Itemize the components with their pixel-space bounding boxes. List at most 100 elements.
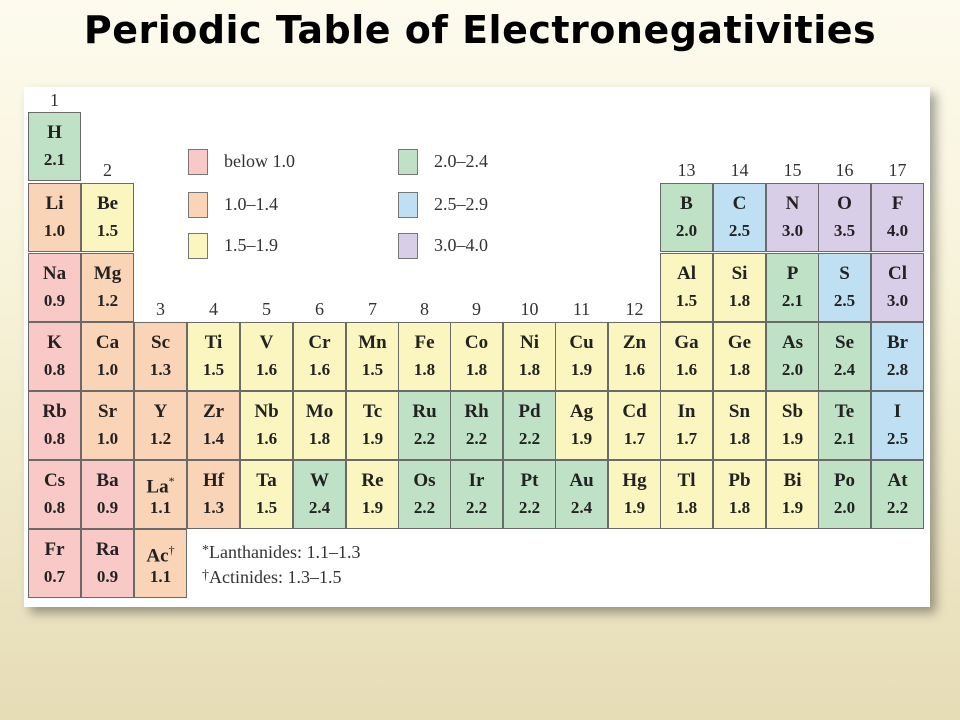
element-cell-na: Na 0.9 (28, 253, 81, 322)
element-symbol: Ra (95, 539, 120, 560)
electronegativity-value: 2.8 (886, 360, 909, 379)
electronegativity-value: 1.5 (96, 221, 119, 240)
electronegativity-value: 0.9 (96, 567, 119, 586)
group-number-1: 1 (50, 90, 59, 110)
legend-label: 2.0–2.4 (434, 151, 488, 171)
page-title: Periodic Table of Electronegativities (83, 8, 877, 52)
element-symbol: Zr (202, 401, 225, 422)
electronegativity-value: 1.6 (623, 360, 646, 379)
element-cell-sn: Sn 1.8 (713, 391, 766, 460)
group-number-4: 4 (209, 299, 218, 319)
element-symbol: Ag (569, 401, 594, 422)
element-symbol: H (47, 122, 62, 143)
element-symbol: Po (833, 470, 856, 491)
electronegativity-value: 1.8 (728, 498, 751, 517)
electronegativity-value: 2.5 (728, 221, 751, 240)
element-cell-ni: Ni 1.8 (503, 322, 556, 391)
group-number-14: 14 (730, 160, 749, 180)
element-cell-bi: Bi 1.9 (766, 460, 819, 529)
element-cell-sb: Sb 1.9 (766, 391, 819, 460)
element-symbol: As (781, 332, 804, 353)
element-symbol: Sn (728, 401, 751, 422)
electronegativity-value: 1.6 (255, 429, 278, 448)
element-cell-cs: Cs 0.8 (28, 460, 81, 529)
element-cell-zr: Zr 1.4 (187, 391, 240, 460)
legend-swatch (188, 149, 208, 175)
element-cell-ir: Ir 2.2 (450, 460, 503, 529)
element-symbol: Cd (622, 401, 647, 422)
electronegativity-value: 2.4 (308, 498, 331, 517)
element-cell-hg: Hg 1.9 (608, 460, 661, 529)
electronegativity-value: 2.2 (886, 498, 909, 517)
electronegativity-value: 2.2 (465, 498, 488, 517)
element-symbol: Pd (518, 401, 541, 422)
element-footnote-mark: * (168, 474, 175, 488)
electronegativity-value: 1.5 (202, 360, 225, 379)
element-cell-al: Al 1.5 (660, 253, 713, 322)
element-symbol: Rh (464, 401, 489, 422)
element-symbol: Mo (305, 401, 334, 422)
element-symbol: Co (464, 332, 489, 353)
element-cell-se: Se 2.4 (818, 322, 871, 391)
element-symbol: Sb (781, 401, 804, 422)
element-cell-te: Te 2.1 (818, 391, 871, 460)
element-cell-k: K 0.8 (28, 322, 81, 391)
electronegativity-value: 2.2 (413, 429, 436, 448)
element-symbol: V (259, 332, 274, 353)
element-symbol: Ti (204, 332, 223, 353)
element-cell-ga: Ga 1.6 (660, 322, 713, 391)
element-symbol: Cs (43, 470, 66, 491)
legend-label: 1.5–1.9 (224, 235, 278, 255)
electronegativity-value: 1.9 (361, 429, 384, 448)
element-symbol: C (732, 193, 747, 214)
electronegativity-value: 2.4 (570, 498, 593, 517)
element-symbol: Ba (96, 470, 119, 491)
electronegativity-value: 0.8 (43, 360, 66, 379)
element-symbol: Sr (98, 401, 117, 422)
electronegativity-value: 2.2 (518, 429, 541, 448)
electronegativity-value: 3.0 (781, 221, 804, 240)
element-cell-nb: Nb 1.6 (240, 391, 293, 460)
electronegativity-value: 0.9 (96, 498, 119, 517)
element-cell-ge: Ge 1.8 (713, 322, 766, 391)
electronegativity-value: 1.8 (728, 360, 751, 379)
electronegativity-value: 1.7 (623, 429, 646, 448)
electronegativity-value: 1.5 (255, 498, 278, 517)
element-symbol: Au (569, 470, 594, 491)
electronegativity-value: 1.8 (465, 360, 488, 379)
group-number-5: 5 (262, 299, 271, 319)
electronegativity-value: 1.5 (675, 291, 698, 310)
electronegativity-value: 2.2 (518, 498, 541, 517)
footnote-mark: * (202, 543, 209, 558)
group-number-13: 13 (677, 160, 696, 180)
electronegativity-value: 1.0 (96, 360, 119, 379)
element-cell-f: F 4.0 (871, 183, 924, 252)
footnote-text: Actinides: 1.3–1.5 (209, 567, 342, 587)
element-symbol: Se (835, 332, 854, 353)
element-cell-ag: Ag 1.9 (555, 391, 608, 460)
element-symbol: Ge (727, 332, 752, 353)
element-cell-ru: Ru 2.2 (398, 391, 451, 460)
element-symbol: B (680, 193, 693, 214)
element-symbol: Zn (622, 332, 647, 353)
group-number-12: 12 (625, 299, 644, 319)
group-number-8: 8 (420, 299, 429, 319)
element-symbol: P (786, 263, 799, 284)
element-symbol: Os (413, 470, 436, 491)
electronegativity-value: 1.0 (43, 221, 66, 240)
element-symbol: Mg (93, 263, 122, 284)
group-number-3: 3 (156, 299, 165, 319)
electronegativity-value: 1.2 (96, 291, 119, 310)
element-cell-rb: Rb 0.8 (28, 391, 81, 460)
element-symbol: Fr (44, 539, 65, 560)
electronegativity-value: 1.1 (149, 567, 172, 586)
element-cell-pb: Pb 1.8 (713, 460, 766, 529)
element-symbol: Bi (783, 470, 802, 491)
electronegativity-value: 1.4 (202, 429, 225, 448)
element-symbol: Pb (728, 470, 751, 491)
element-symbol: K (47, 332, 62, 353)
element-symbol: Cu (569, 332, 594, 353)
element-cell-ac: Ac† 1.1 (134, 529, 187, 598)
element-symbol: Tc (362, 401, 383, 422)
element-symbol: Hf (202, 470, 225, 491)
